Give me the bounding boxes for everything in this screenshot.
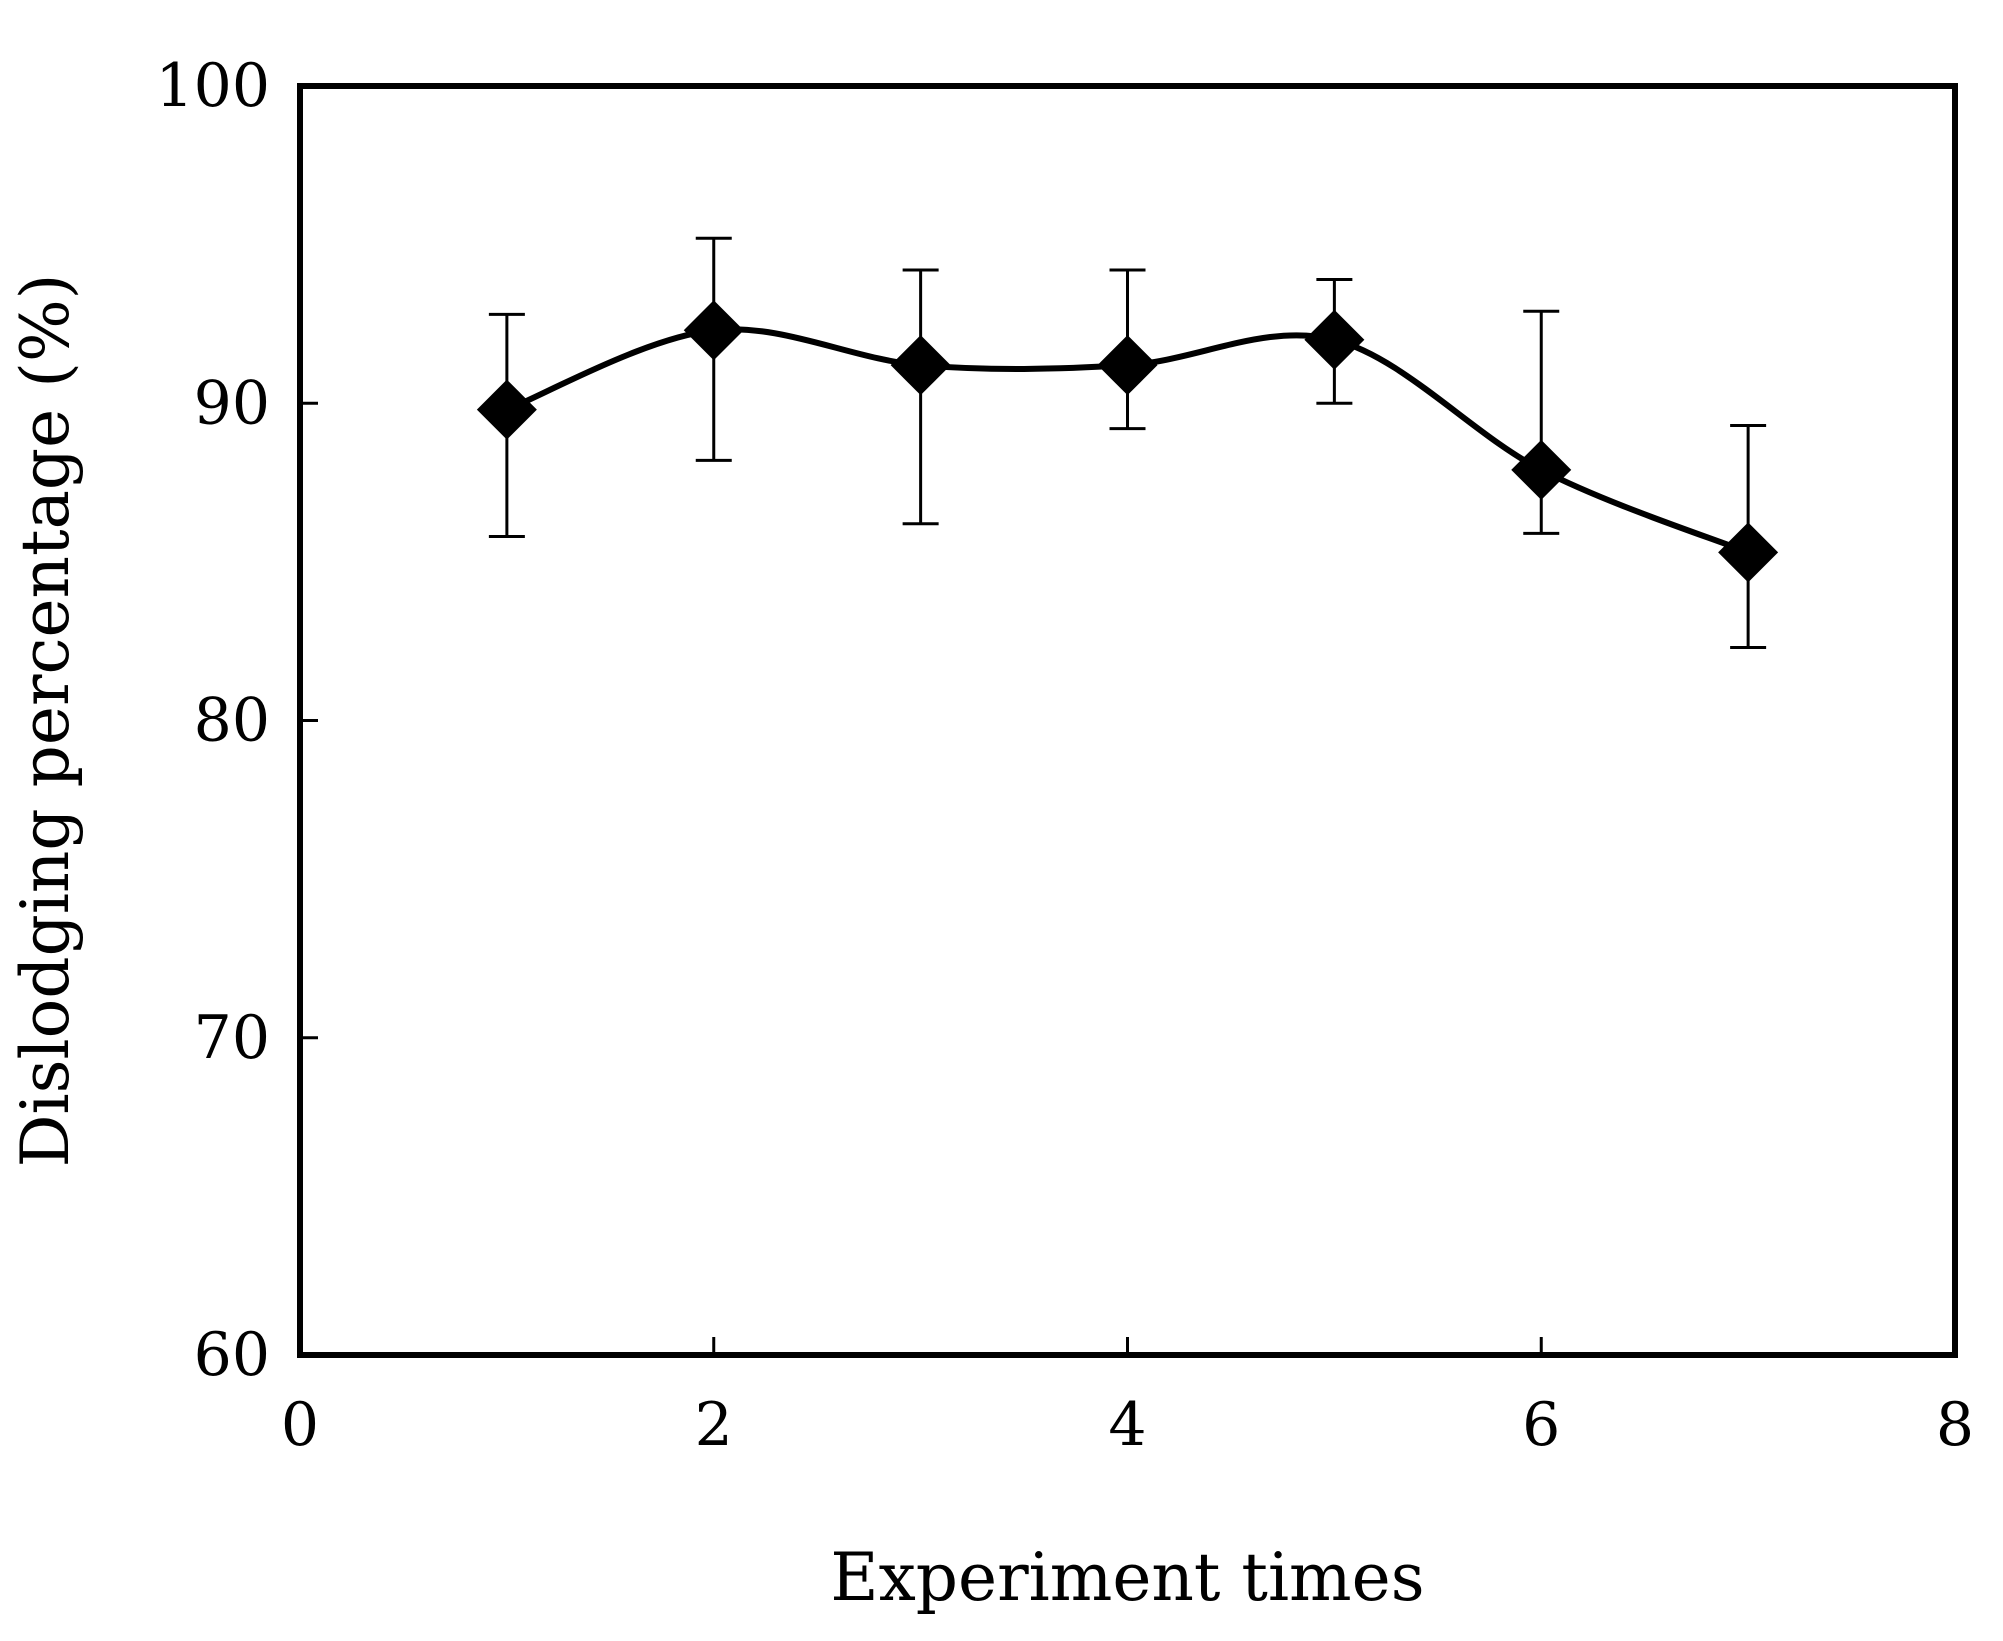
y-axis: 60 70 80 90 100: [155, 51, 318, 1390]
x-tick-label-2: 2: [695, 1390, 733, 1460]
x-tick-label-4: 4: [1108, 1390, 1146, 1460]
data-point-2: [683, 300, 744, 361]
x-axis-title: Experiment times: [830, 1539, 1424, 1616]
data-point-4: [1097, 335, 1158, 396]
x-tick-label-8: 8: [1936, 1390, 1974, 1460]
y-axis-title: Dislodging percentage (%): [7, 274, 84, 1168]
data-point-5: [1304, 309, 1365, 370]
x-axis: 0 2 4 6 8: [281, 1337, 1974, 1460]
y-tick-label-80: 80: [194, 686, 270, 756]
data-point-1: [476, 379, 537, 440]
data-point-6: [1511, 439, 1572, 500]
y-tick-label-90: 90: [194, 368, 270, 438]
data-point-7: [1718, 522, 1779, 583]
plot-frame: [297, 83, 1958, 1358]
y-tick-label-70: 70: [194, 1003, 270, 1073]
data-point-3: [890, 335, 951, 396]
x-tick-label-6: 6: [1522, 1390, 1560, 1460]
series-layer: [476, 236, 1779, 650]
y-tick-label-100: 100: [155, 51, 270, 121]
x-tick-label-0: 0: [281, 1390, 319, 1460]
y-tick-label-60: 60: [194, 1320, 270, 1390]
